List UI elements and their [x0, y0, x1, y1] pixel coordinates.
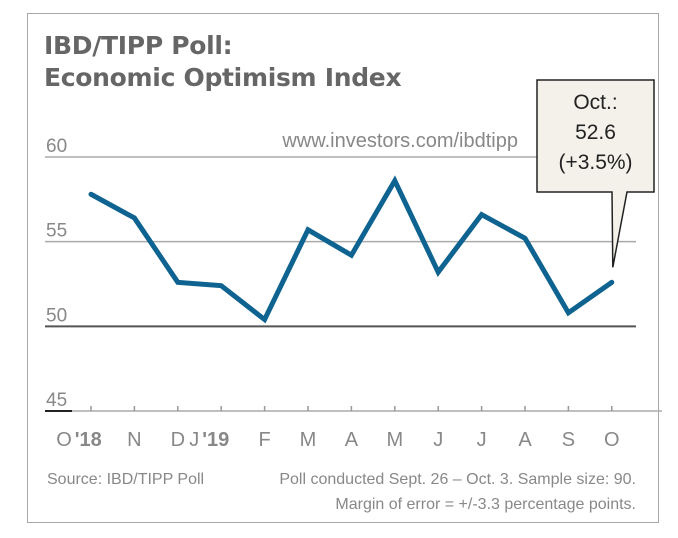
x-tick-label: J: [433, 429, 443, 451]
x-tick-label: A: [345, 429, 359, 451]
y-tick-label-45: 45: [46, 390, 67, 411]
callout-line: 52.6: [575, 121, 616, 144]
x-tick-label: M: [300, 429, 317, 451]
chart-title: IBD/TIPP Poll: Economic Optimism Index: [44, 30, 402, 94]
x-tick-label: M: [386, 429, 403, 451]
series-line: [88, 175, 615, 324]
x-tick-label: J '19: [189, 429, 229, 451]
callout-line: Oct.:: [573, 91, 617, 114]
x-tick-label: J: [477, 429, 487, 451]
source-label: Source: IBD/TIPP Poll: [47, 471, 205, 488]
poll-note: Poll conducted Sept. 26 – Oct. 3. Sample…: [279, 471, 636, 488]
x-tick-label: D: [171, 429, 185, 451]
x-tick-label: F: [258, 429, 270, 451]
x-tick-label: S: [562, 429, 575, 451]
title-line-2: Economic Optimism Index: [44, 63, 402, 92]
title-line-1: IBD/TIPP Poll:: [44, 31, 233, 60]
x-tick-label: A: [518, 429, 532, 451]
y-tick-label-55: 55: [46, 221, 67, 242]
margin-note: Margin of error = +/-3.3 percentage poin…: [335, 496, 636, 513]
y-tick-label-60: 60: [46, 136, 67, 157]
x-tick-label: O: [604, 429, 620, 451]
callout-box: [536, 79, 655, 268]
x-tick-label: O '18: [56, 429, 102, 451]
callout-line: (+3.5%): [558, 151, 632, 174]
y-tick-label-50: 50: [46, 305, 67, 326]
source-url: www.investors.com/ibdtipp: [281, 130, 518, 152]
x-tick-label: N: [127, 429, 141, 451]
